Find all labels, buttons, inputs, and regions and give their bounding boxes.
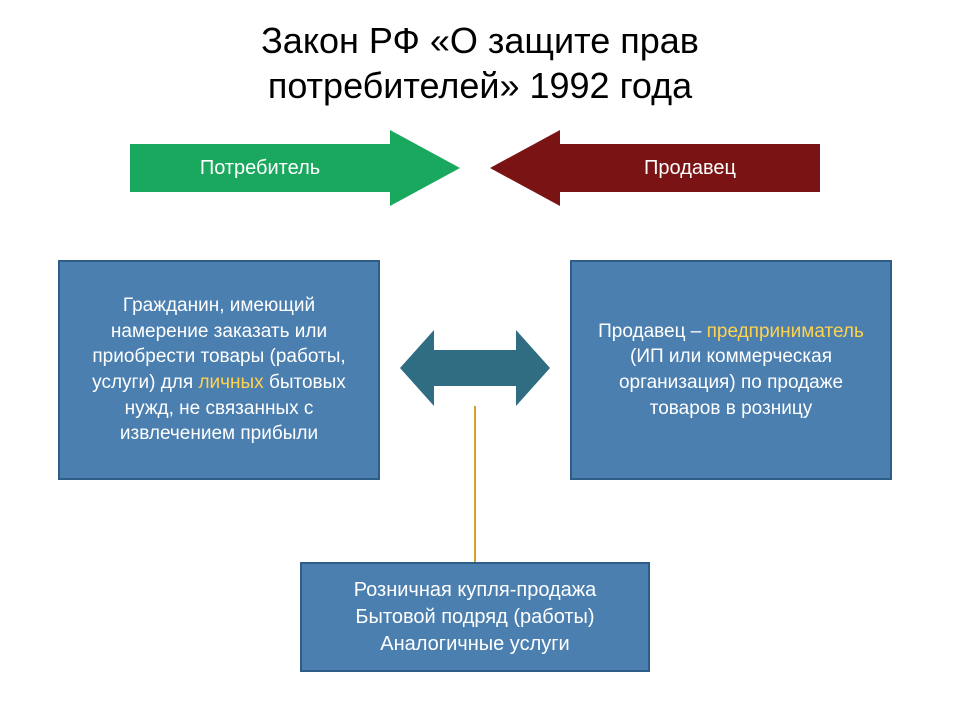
arrow-consumer: Потребитель [130, 130, 460, 206]
consumer-highlight: личных [198, 372, 263, 393]
relations-text: Розничная купля-продажа Бытовой подряд (… [354, 577, 597, 658]
double-arrow-body [430, 350, 520, 386]
vertical-connector [474, 406, 476, 562]
arrow-seller-head [490, 130, 560, 206]
double-arrow-right-head [516, 330, 550, 406]
double-arrow [400, 330, 550, 406]
consumer-definition-box: Гражданин, имеющий намерение заказать ил… [58, 260, 380, 480]
top-arrows-row: Потребитель Продавец [0, 130, 960, 220]
seller-text-before: Продавец – [598, 321, 706, 342]
arrow-seller-body: Продавец [560, 144, 820, 192]
arrow-consumer-body: Потребитель [130, 144, 390, 192]
seller-text-after: (ИП или коммерческая организация) по про… [619, 346, 843, 418]
arrow-seller: Продавец [490, 130, 820, 206]
double-arrow-left-head [400, 330, 434, 406]
seller-definition-box: Продавец – предприниматель (ИП или комме… [570, 260, 892, 480]
slide-title: Закон РФ «О защите прав потребителей» 19… [0, 0, 960, 108]
relations-box: Розничная купля-продажа Бытовой подряд (… [300, 562, 650, 672]
title-line-1: Закон РФ «О защите прав [261, 20, 699, 61]
arrow-consumer-head [390, 130, 460, 206]
title-line-2: потребителей» 1992 года [268, 65, 692, 106]
relations-line-1: Розничная купля-продажа [354, 579, 597, 601]
consumer-definition-text: Гражданин, имеющий намерение заказать ил… [76, 293, 362, 447]
relations-line-3: Аналогичные услуги [380, 633, 569, 655]
relations-line-2: Бытовой подряд (работы) [355, 606, 594, 628]
seller-highlight: предприниматель [707, 321, 864, 342]
arrow-seller-label: Продавец [644, 157, 736, 180]
seller-definition-text: Продавец – предприниматель (ИП или комме… [588, 319, 874, 422]
arrow-consumer-label: Потребитель [200, 157, 320, 180]
